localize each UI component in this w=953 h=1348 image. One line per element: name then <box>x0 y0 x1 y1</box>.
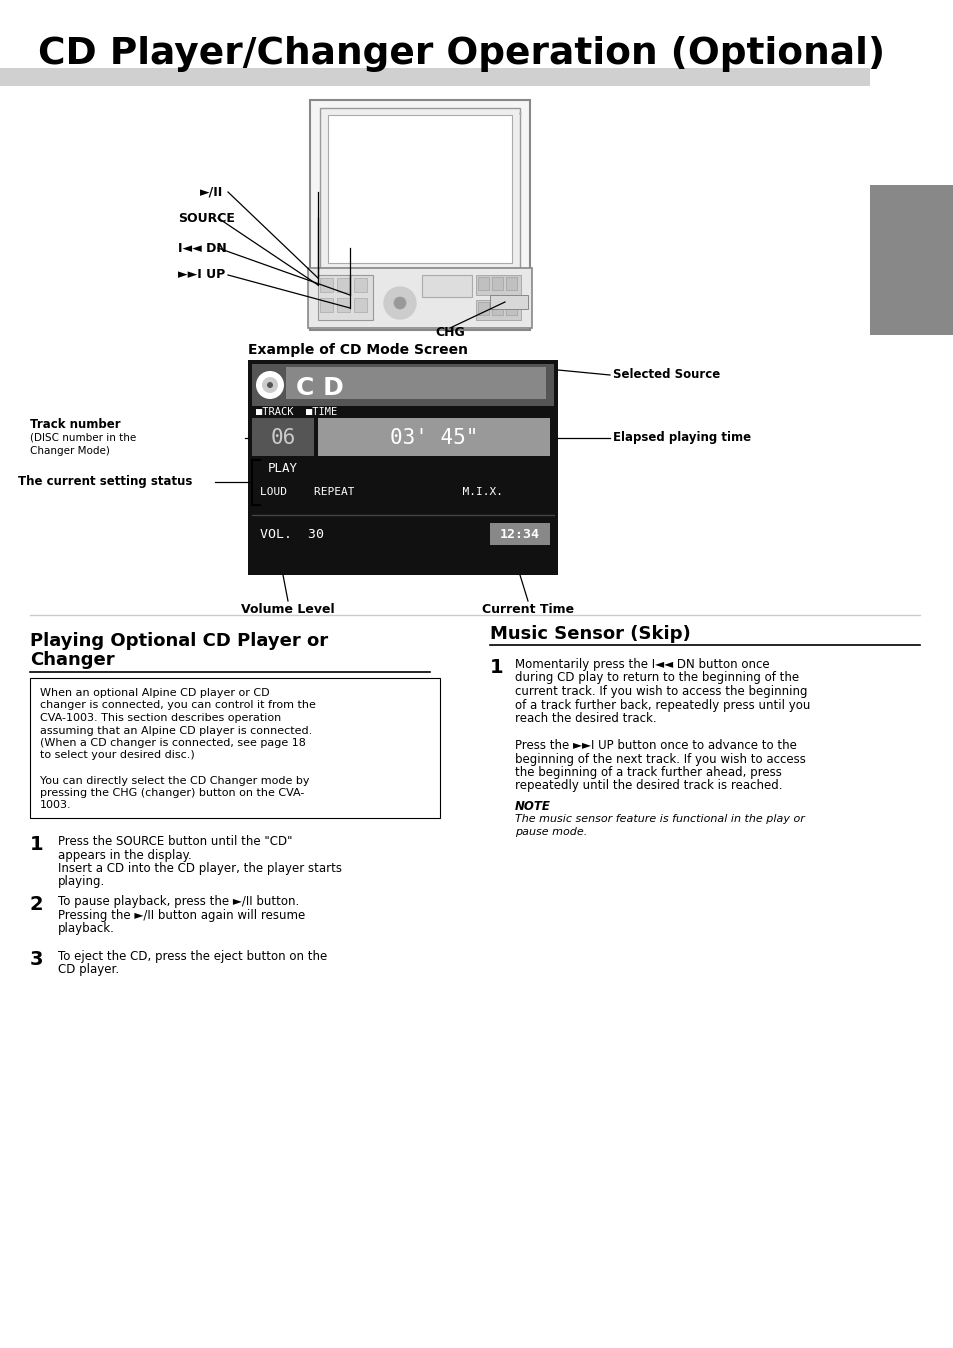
Text: CVA-1003. This section describes operation: CVA-1003. This section describes operati… <box>40 713 281 723</box>
Text: 03' 45": 03' 45" <box>390 429 477 448</box>
Bar <box>492 302 502 315</box>
Bar <box>286 367 545 399</box>
Text: CHG: CHG <box>435 325 464 338</box>
Text: CD player.: CD player. <box>58 964 119 976</box>
Text: playing.: playing. <box>58 875 105 888</box>
Bar <box>477 302 489 315</box>
Bar <box>252 364 554 406</box>
Text: Elapsed playing time: Elapsed playing time <box>613 431 750 445</box>
Text: PLAY: PLAY <box>268 461 297 474</box>
Bar <box>252 418 314 456</box>
Text: pause mode.: pause mode. <box>515 828 587 837</box>
Circle shape <box>394 297 406 309</box>
Text: LOUD    REPEAT                M.I.X.: LOUD REPEAT M.I.X. <box>260 487 502 497</box>
Text: CD Player/Changer Operation (Optional): CD Player/Changer Operation (Optional) <box>38 36 884 71</box>
Text: Insert a CD into the CD player, the player starts: Insert a CD into the CD player, the play… <box>58 861 341 875</box>
Text: current track. If you wish to access the beginning: current track. If you wish to access the… <box>515 685 806 698</box>
Text: The current setting status: The current setting status <box>18 476 193 488</box>
Text: repeatedly until the desired track is reached.: repeatedly until the desired track is re… <box>515 779 781 793</box>
Bar <box>30 678 439 818</box>
Bar <box>248 360 558 576</box>
Text: Pressing the ►/II button again will resume: Pressing the ►/II button again will resu… <box>58 909 305 922</box>
Bar <box>317 418 550 456</box>
Bar <box>336 278 350 293</box>
Text: the beginning of a track further ahead, press: the beginning of a track further ahead, … <box>515 766 781 779</box>
Text: (DISC number in the: (DISC number in the <box>30 433 136 443</box>
Circle shape <box>267 381 273 388</box>
Bar <box>319 298 333 311</box>
Text: 3: 3 <box>30 950 44 969</box>
Text: ►►I UP: ►►I UP <box>178 268 225 282</box>
Text: 06: 06 <box>270 429 295 448</box>
Text: SOURCE: SOURCE <box>178 212 234 225</box>
Text: I◄◄ DN: I◄◄ DN <box>178 241 227 255</box>
Bar <box>505 276 517 290</box>
Text: Current Time: Current Time <box>481 603 574 616</box>
Text: Volume Level: Volume Level <box>241 603 335 616</box>
Bar <box>492 276 502 290</box>
Text: To pause playback, press the ►/II button.: To pause playback, press the ►/II button… <box>58 895 299 909</box>
Text: Changer Mode): Changer Mode) <box>30 446 110 456</box>
Bar <box>328 115 512 263</box>
Text: Selected Source: Selected Source <box>613 368 720 381</box>
Text: Playing Optional CD Player or: Playing Optional CD Player or <box>30 632 328 650</box>
Text: beginning of the next track. If you wish to access: beginning of the next track. If you wish… <box>515 752 805 766</box>
Text: 12:34: 12:34 <box>499 528 539 542</box>
Text: 2: 2 <box>30 895 44 914</box>
Text: Press the ►►I UP button once to advance to the: Press the ►►I UP button once to advance … <box>515 739 796 752</box>
Bar <box>490 523 550 545</box>
Text: •: • <box>517 111 522 119</box>
Text: ■TRACK  ■TIME: ■TRACK ■TIME <box>255 407 337 417</box>
Text: Changer: Changer <box>30 651 114 669</box>
Text: The music sensor feature is functional in the play or: The music sensor feature is functional i… <box>515 814 804 824</box>
Bar <box>0 67 869 86</box>
Text: Example of CD Mode Screen: Example of CD Mode Screen <box>248 342 468 357</box>
Bar <box>476 275 520 295</box>
Bar <box>336 298 350 311</box>
Bar <box>477 276 489 290</box>
Text: 1: 1 <box>490 658 503 677</box>
Text: VOL.  30: VOL. 30 <box>260 528 324 542</box>
Bar <box>319 108 519 268</box>
Text: 1: 1 <box>30 834 44 855</box>
Text: assuming that an Alpine CD player is connected.: assuming that an Alpine CD player is con… <box>40 725 312 736</box>
Bar <box>476 301 520 319</box>
Circle shape <box>384 287 416 319</box>
Text: during CD play to return to the beginning of the: during CD play to return to the beginnin… <box>515 671 799 685</box>
Text: pressing the CHG (changer) button on the CVA-: pressing the CHG (changer) button on the… <box>40 789 304 798</box>
Circle shape <box>262 377 277 394</box>
Text: 1003.: 1003. <box>40 801 71 810</box>
Circle shape <box>255 371 284 399</box>
Text: appears in the display.: appears in the display. <box>58 848 192 861</box>
Bar <box>421 275 472 297</box>
Text: playback.: playback. <box>58 922 114 936</box>
Text: Music Sensor (Skip): Music Sensor (Skip) <box>490 625 690 643</box>
Text: (When a CD changer is connected, see page 18: (When a CD changer is connected, see pag… <box>40 737 306 748</box>
Text: When an optional Alpine CD player or CD: When an optional Alpine CD player or CD <box>40 687 270 698</box>
Bar <box>354 298 367 311</box>
Bar <box>317 275 373 319</box>
Text: Track number: Track number <box>30 418 120 431</box>
Bar <box>869 185 953 336</box>
Bar <box>505 302 517 315</box>
Text: You can directly select the CD Changer mode by: You can directly select the CD Changer m… <box>40 775 309 786</box>
Text: to select your desired disc.): to select your desired disc.) <box>40 751 194 760</box>
Text: reach the desired track.: reach the desired track. <box>515 712 656 725</box>
Bar <box>308 268 532 328</box>
Text: Momentarily press the I◄◄ DN button once: Momentarily press the I◄◄ DN button once <box>515 658 769 671</box>
Text: ►/II: ►/II <box>200 186 223 198</box>
Text: C D: C D <box>295 376 343 400</box>
Text: of a track further back, repeatedly press until you: of a track further back, repeatedly pres… <box>515 698 809 712</box>
Text: NOTE: NOTE <box>515 799 550 813</box>
Text: Press the SOURCE button until the "CD": Press the SOURCE button until the "CD" <box>58 834 293 848</box>
Bar <box>310 100 530 330</box>
Text: To eject the CD, press the eject button on the: To eject the CD, press the eject button … <box>58 950 327 962</box>
Bar <box>354 278 367 293</box>
Bar <box>319 278 333 293</box>
Bar <box>490 295 527 309</box>
Text: changer is connected, you can control it from the: changer is connected, you can control it… <box>40 701 315 710</box>
